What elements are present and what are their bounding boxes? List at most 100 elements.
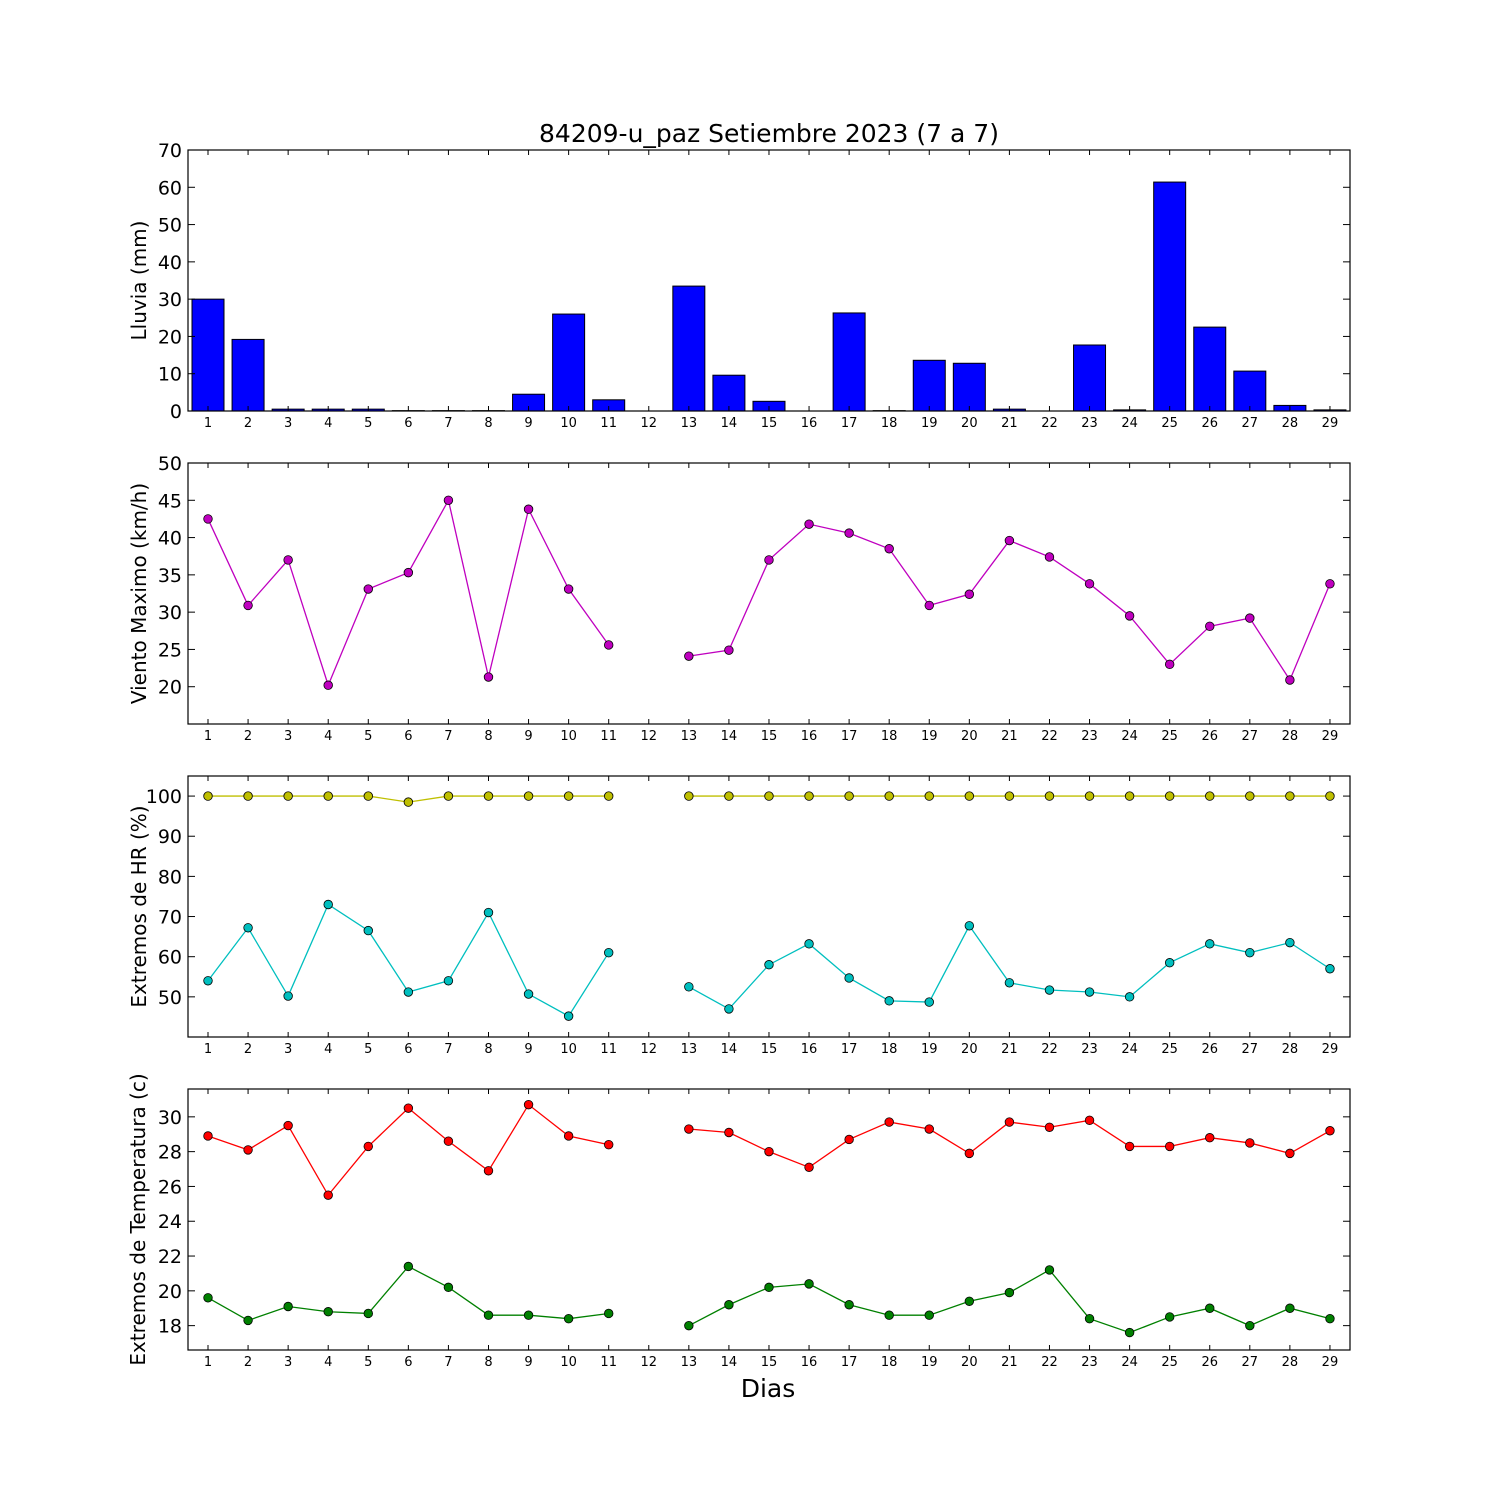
x-tick-label: 28 <box>1282 729 1299 744</box>
y-tick-label: 20 <box>158 677 182 699</box>
series-2-point-day-19 <box>924 997 934 1007</box>
x-tick-label: 24 <box>1121 729 1138 744</box>
series-2-point-day-25 <box>1164 1312 1175 1322</box>
x-tick-label: 21 <box>1001 729 1018 744</box>
y-tick-label: 40 <box>158 528 182 550</box>
series-1-point-day-16 <box>804 1162 814 1173</box>
series-2-point-day-27 <box>1245 947 1255 958</box>
x-tick-label: 25 <box>1161 1042 1178 1057</box>
bar-day-26 <box>1193 326 1227 412</box>
series-1-point-day-10 <box>563 1131 574 1141</box>
x-tick-label: 17 <box>841 729 858 744</box>
x-tick-label: 15 <box>761 416 778 431</box>
series-1-point-day-3 <box>283 791 293 801</box>
y-tick-label: 60 <box>158 177 182 199</box>
series-1-point-day-29 <box>1325 579 1335 589</box>
series-1-point-day-6 <box>403 797 414 807</box>
series-2-point-day-23 <box>1084 1313 1095 1324</box>
y-tick-label: 20 <box>158 1281 182 1303</box>
x-tick-label: 26 <box>1201 416 1218 431</box>
series-2-point-day-24 <box>1124 1327 1135 1338</box>
bar-day-10 <box>552 313 586 412</box>
series-1-point-day-11 <box>604 640 614 650</box>
y-tick-label: 40 <box>158 252 182 274</box>
x-axis-label: Dias <box>741 1374 796 1403</box>
bar-day-14 <box>712 374 746 412</box>
x-tick-label: 1 <box>204 1355 212 1370</box>
series-2-point-day-8 <box>483 907 494 918</box>
x-tick-label: 21 <box>1001 1355 1018 1370</box>
series-2-point-day-9 <box>523 989 534 999</box>
series-1-point-day-2 <box>243 600 253 611</box>
series-2-point-day-15 <box>764 960 774 970</box>
series-1-point-day-8 <box>483 1166 494 1176</box>
y-tick-label: 70 <box>158 140 182 162</box>
series-1-point-day-1 <box>203 514 213 524</box>
x-tick-label: 2 <box>244 1355 252 1370</box>
x-tick-label: 14 <box>721 1042 738 1057</box>
series-1-point-day-15 <box>764 791 774 801</box>
series-1-point-day-25 <box>1164 1141 1175 1152</box>
series-2-point-day-20 <box>964 921 975 931</box>
series-2-point-day-3 <box>283 1301 293 1312</box>
x-tick-label: 13 <box>681 1355 698 1370</box>
x-tick-label: 9 <box>524 1042 532 1057</box>
x-tick-label: 19 <box>921 1355 938 1370</box>
x-tick-label: 13 <box>681 416 698 431</box>
x-tick-label: 13 <box>681 1042 698 1057</box>
series-2-point-day-1 <box>203 976 213 986</box>
x-tick-label: 1 <box>204 729 212 744</box>
series-1-point-day-24 <box>1124 791 1135 801</box>
x-tick-label: 6 <box>404 1042 412 1057</box>
series-2-point-day-3 <box>283 991 293 1001</box>
series-1-point-day-10 <box>563 584 574 594</box>
x-tick-label: 5 <box>364 1355 372 1370</box>
series-1-point-day-3 <box>283 1120 293 1131</box>
series-1-point-day-25 <box>1164 659 1175 670</box>
series-1-point-day-23 <box>1084 579 1095 589</box>
series-2-point-day-8 <box>483 1310 494 1320</box>
x-tick-label: 8 <box>484 729 492 744</box>
series-1-point-day-26 <box>1205 791 1215 801</box>
series-1-point-day-21 <box>1004 535 1015 546</box>
series-1-point-day-9 <box>523 791 534 801</box>
x-tick-label: 4 <box>324 729 332 744</box>
x-tick-label: 22 <box>1041 1355 1058 1370</box>
series-2-point-day-6 <box>403 987 414 997</box>
x-tick-label: 20 <box>961 1042 978 1057</box>
x-tick-label: 2 <box>244 729 252 744</box>
series-2-point-day-29 <box>1325 964 1335 974</box>
series-1-point-day-29 <box>1325 1126 1335 1136</box>
x-tick-label: 12 <box>640 1355 657 1370</box>
series-2-point-day-2 <box>243 1315 253 1326</box>
series-1-point-day-14 <box>724 645 734 655</box>
series-1-point-day-26 <box>1205 1133 1215 1143</box>
y-axis-label: Viento Maximo (km/h) <box>127 483 151 704</box>
y-axis-label: Extremos de HR (%) <box>127 805 151 1007</box>
series-2-point-day-11 <box>604 1308 614 1319</box>
series-2-point-day-10 <box>563 1313 574 1324</box>
x-tick-label: 26 <box>1201 1355 1218 1370</box>
x-tick-label: 12 <box>640 729 657 744</box>
series-2-point-day-26 <box>1205 939 1215 949</box>
x-tick-label: 20 <box>961 729 978 744</box>
x-tick-label: 11 <box>600 416 617 431</box>
y-tick-label: 70 <box>158 907 182 929</box>
bar-day-20 <box>952 362 986 412</box>
x-tick-label: 27 <box>1242 416 1259 431</box>
x-tick-label: 18 <box>881 1042 898 1057</box>
x-tick-label: 4 <box>324 1042 332 1057</box>
series-1-point-day-22 <box>1044 1122 1055 1132</box>
series-1-point-day-20 <box>964 589 975 599</box>
x-tick-label: 6 <box>404 416 412 431</box>
x-tick-label: 23 <box>1081 1355 1098 1370</box>
y-tick-label: 30 <box>158 1107 182 1129</box>
y-tick-label: 20 <box>158 326 182 348</box>
x-tick-label: 29 <box>1322 1042 1339 1057</box>
series-2-point-day-15 <box>764 1282 774 1293</box>
x-tick-label: 5 <box>364 1042 372 1057</box>
series-1-point-day-5 <box>363 584 373 594</box>
x-tick-label: 1 <box>204 1042 212 1057</box>
bar-day-17 <box>832 312 866 412</box>
